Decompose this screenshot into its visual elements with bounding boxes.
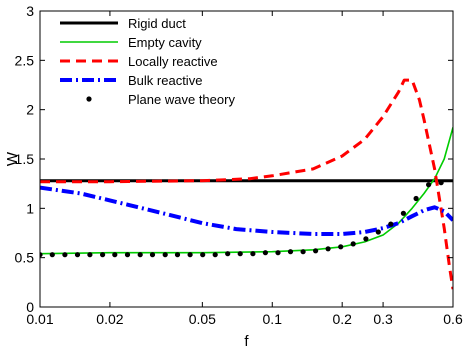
series-line-locally-reactive (40, 78, 453, 290)
axes-frame (39, 10, 454, 308)
plane-wave-point (275, 250, 281, 256)
plane-wave-point (100, 252, 106, 258)
plane-wave-point (300, 249, 306, 255)
y-axis-label: W (4, 151, 21, 166)
legend-entry-plane-wave-theory: Plane wave theory (86, 92, 235, 107)
plane-wave-point (262, 250, 268, 256)
plane-wave-point (187, 252, 193, 258)
plane-wave-point (112, 252, 118, 258)
series-locally-reactive (40, 78, 453, 290)
y-tick-label: 0 (26, 299, 34, 315)
series-plane-wave-theory (40, 180, 444, 258)
x-axis-label: f (244, 333, 249, 350)
series-bulk-reactive (40, 185, 453, 236)
plane-wave-point (338, 244, 344, 250)
x-tick-label: 0.1 (263, 311, 283, 327)
plane-wave-point (438, 180, 444, 186)
x-tick-label: 0.02 (96, 311, 123, 327)
x-tick-label: 0.05 (189, 311, 216, 327)
plane-wave-point (426, 182, 432, 188)
plane-wave-point (87, 252, 93, 258)
plane-wave-point (237, 251, 243, 257)
x-tick-label: 0.01 (26, 311, 53, 327)
plane-wave-point (287, 249, 294, 255)
legend-label: Rigid duct (128, 16, 186, 31)
plane-wave-point (74, 252, 81, 258)
legend-label: Bulk reactive (128, 73, 202, 88)
plane-wave-point (413, 195, 419, 202)
plane-wave-point (350, 241, 356, 247)
plane-wave-point (62, 252, 68, 258)
y-tick-label: 2.5 (15, 52, 35, 68)
plot-area (40, 78, 453, 290)
plane-wave-point (49, 252, 55, 258)
y-tick-label: 3 (26, 3, 34, 19)
legend-label: Empty cavity (128, 35, 202, 50)
legend-label: Locally reactive (128, 54, 218, 69)
plane-wave-point (40, 252, 43, 258)
y-tick-label: 1 (26, 200, 34, 216)
series-line-bulk-reactive (40, 185, 453, 236)
legend-label: Plane wave theory (128, 92, 235, 107)
y-tick-label: 2 (26, 102, 34, 118)
plane-wave-point (225, 251, 231, 257)
series-line-empty-cavity (40, 127, 453, 255)
legend: Rigid duct Empty cavity Locally reactive Bu… (60, 16, 235, 107)
plane-wave-point (137, 252, 143, 258)
legend-marker (86, 96, 92, 102)
series-empty-cavity (40, 127, 453, 255)
plane-wave-point (174, 252, 181, 258)
plane-wave-point (363, 236, 369, 242)
plane-wave-point (250, 251, 256, 257)
plane-wave-point (325, 246, 331, 252)
x-tick-label: 0.3 (373, 311, 393, 327)
legend-entry-bulk-reactive: Bulk reactive (60, 73, 202, 88)
plane-wave-point (149, 252, 156, 258)
plane-wave-point (162, 252, 168, 258)
x-tick-label: 0.2 (332, 311, 352, 327)
legend-entry-locally-reactive: Locally reactive (60, 54, 218, 69)
plane-wave-point (375, 229, 381, 235)
legend-entry-empty-cavity: Empty cavity (60, 35, 202, 50)
x-tick-label: 0.6 (443, 311, 463, 327)
plane-wave-point (388, 221, 394, 227)
y-tick-label: 1.5 (15, 151, 35, 167)
plane-wave-point (124, 252, 131, 258)
plane-wave-point (200, 252, 206, 258)
legend-entry-rigid-duct: Rigid duct (60, 16, 186, 31)
y-tick-label: 0.5 (15, 250, 35, 266)
plane-wave-point (212, 252, 218, 258)
plane-wave-point (313, 248, 319, 254)
plane-wave-point (400, 210, 406, 216)
axes: 0.01 0.02 0.05 0.1 0.2 0.3 0.6 0 0.5 1 1.5 2 2.5 3 (15, 3, 463, 327)
